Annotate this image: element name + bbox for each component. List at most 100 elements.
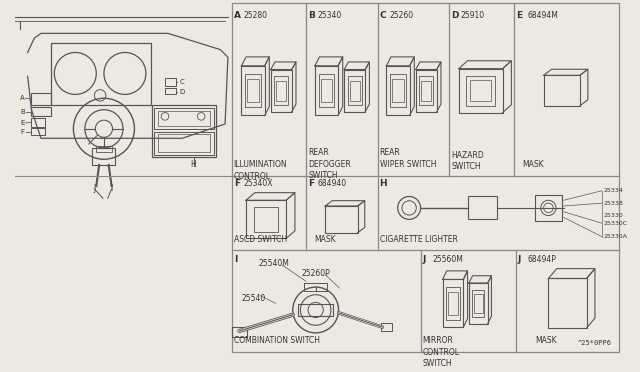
Text: I: I	[234, 255, 237, 264]
Text: 68494P: 68494P	[527, 255, 556, 264]
Text: HAZARD
SWITCH: HAZARD SWITCH	[451, 151, 484, 171]
Text: 68494M: 68494M	[527, 12, 558, 20]
Bar	[298, 304, 333, 316]
Text: MIRROR
CONTROL
SWITCH: MIRROR CONTROL SWITCH	[422, 336, 460, 368]
Text: B: B	[20, 109, 25, 115]
Bar	[232, 327, 247, 337]
Text: J: J	[93, 184, 95, 193]
Bar	[470, 80, 492, 101]
Text: MASK: MASK	[535, 336, 557, 345]
Text: F: F	[20, 129, 25, 135]
Bar	[387, 66, 410, 115]
Text: 25338: 25338	[604, 201, 623, 206]
Bar	[232, 3, 619, 352]
Text: 25330A: 25330A	[604, 234, 628, 239]
Text: 25280: 25280	[243, 12, 267, 20]
Text: 25330: 25330	[604, 213, 623, 218]
Bar	[548, 279, 586, 328]
Bar	[276, 81, 286, 101]
Text: 684940: 684940	[317, 179, 347, 188]
Bar	[321, 79, 332, 102]
Bar	[96, 146, 111, 152]
Bar	[446, 287, 460, 320]
Bar	[419, 76, 433, 105]
Text: 25340: 25340	[317, 12, 342, 20]
Bar	[344, 70, 365, 112]
Text: H: H	[191, 160, 196, 169]
Text: A: A	[234, 12, 241, 20]
Bar	[165, 78, 177, 86]
Bar	[349, 81, 360, 101]
Bar	[381, 323, 392, 331]
Text: 25260: 25260	[389, 12, 413, 20]
Bar	[275, 76, 288, 105]
Text: 25560M: 25560M	[432, 255, 463, 264]
Bar	[416, 70, 436, 112]
Bar	[241, 66, 265, 115]
Text: E: E	[20, 120, 25, 126]
Text: ILLUMINATION
CONTROL: ILLUMINATION CONTROL	[234, 160, 287, 181]
Text: 25540: 25540	[241, 294, 266, 303]
Text: E: E	[516, 12, 522, 20]
Text: B: B	[308, 12, 315, 20]
Text: C: C	[380, 12, 386, 20]
Text: 25910: 25910	[461, 12, 484, 20]
Bar	[459, 69, 502, 113]
Text: 25330C: 25330C	[604, 221, 628, 226]
Bar	[392, 79, 404, 102]
Bar	[319, 74, 334, 108]
Bar	[248, 79, 259, 102]
Bar	[304, 283, 327, 291]
Bar	[315, 66, 338, 115]
Bar	[469, 283, 488, 324]
Bar	[467, 76, 495, 106]
Bar	[468, 196, 497, 219]
Text: MASK: MASK	[314, 235, 335, 244]
Text: CIGARETTE LIGHTER: CIGARETTE LIGHTER	[380, 235, 458, 244]
Text: J: J	[422, 255, 426, 264]
Text: J: J	[518, 255, 521, 264]
Text: REAR
WIPER SWITCH: REAR WIPER SWITCH	[380, 148, 436, 169]
Text: F: F	[234, 179, 240, 188]
Bar	[31, 118, 45, 127]
Bar	[93, 148, 115, 165]
Bar	[535, 195, 562, 221]
Bar	[51, 43, 150, 105]
Bar	[154, 108, 214, 129]
Text: D: D	[179, 89, 184, 94]
Text: 25540M: 25540M	[259, 259, 289, 269]
Text: 25334: 25334	[604, 188, 623, 193]
Bar	[442, 279, 463, 327]
Text: D: D	[451, 12, 459, 20]
Bar	[246, 74, 260, 108]
Bar	[271, 70, 292, 112]
Bar	[31, 93, 51, 105]
Bar	[152, 105, 216, 157]
Text: A: A	[20, 95, 25, 101]
Bar	[472, 289, 484, 317]
Bar	[154, 132, 214, 154]
Text: F: F	[308, 179, 314, 188]
Text: COMBINATION SWITCH: COMBINATION SWITCH	[234, 336, 319, 345]
Text: 25260P: 25260P	[301, 269, 330, 278]
Text: C: C	[179, 79, 184, 85]
Bar	[448, 292, 458, 315]
Bar	[165, 88, 177, 94]
Text: H: H	[380, 179, 387, 188]
Text: REAR
DEFOGGER
SWITCH: REAR DEFOGGER SWITCH	[308, 148, 351, 180]
Text: I: I	[111, 184, 113, 193]
Text: MASK: MASK	[523, 160, 544, 169]
Bar	[325, 206, 358, 233]
Bar	[254, 207, 278, 232]
Bar	[348, 76, 362, 105]
Text: 25340X: 25340X	[243, 179, 273, 188]
Bar	[421, 81, 431, 101]
Bar	[31, 107, 51, 116]
Bar	[158, 135, 210, 152]
Bar	[31, 128, 45, 135]
Bar	[158, 110, 210, 126]
Text: ^25*0PP6: ^25*0PP6	[577, 340, 611, 346]
Bar	[543, 76, 580, 106]
Bar	[474, 294, 483, 313]
Text: ASCD SWITCH: ASCD SWITCH	[234, 235, 287, 244]
